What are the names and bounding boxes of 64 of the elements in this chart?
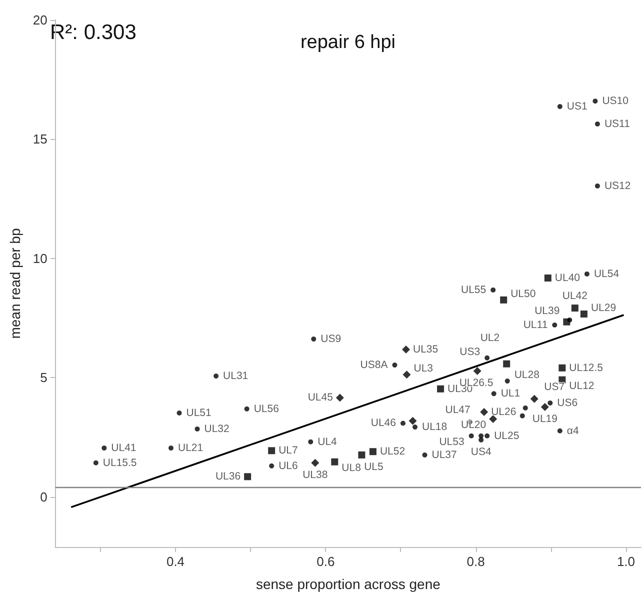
data-label: UL35 <box>412 344 438 356</box>
data-label: UL11 <box>523 318 548 331</box>
data-label: UL55 <box>460 284 486 296</box>
data-label: UL32 <box>204 422 230 435</box>
data-label: UL26 <box>491 406 516 418</box>
x-tick-label: 0.6 <box>316 554 335 569</box>
y-tick-label: 0 <box>40 489 48 504</box>
y-axis-title: mean read per bp <box>7 228 23 339</box>
data-label: UL2 <box>480 332 500 344</box>
data-label: UL31 <box>223 370 248 382</box>
data-label: UL46 <box>370 417 396 430</box>
data-label: US12 <box>604 180 631 192</box>
data-label: UL18 <box>422 421 448 434</box>
data-label: US11 <box>604 118 630 130</box>
data-label: UL1 <box>500 388 520 400</box>
data-label: UL42 <box>562 290 588 302</box>
data-label: UL53 <box>439 436 464 448</box>
data-label: UL8 <box>342 462 362 474</box>
data-label: UL54 <box>594 268 620 280</box>
y-tick-label: 15 <box>32 132 48 147</box>
data-label: UL29 <box>590 302 616 314</box>
data-label: UL51 <box>186 406 212 419</box>
data-label: UL4 <box>318 436 338 448</box>
x-tick-label: 1.0 <box>616 554 636 569</box>
x-tick-label: 0.4 <box>166 554 185 569</box>
data-label: UL15.5 <box>102 456 137 469</box>
x-tick-label: 0.8 <box>466 554 485 569</box>
data-label: UL47 <box>445 404 471 416</box>
data-label: UL36 <box>215 470 241 483</box>
data-label: UL39 <box>534 304 560 317</box>
y-tick-label: 20 <box>32 12 48 28</box>
data-label: US1 <box>566 100 588 113</box>
data-label: US6 <box>557 396 578 409</box>
data-label: UL21 <box>178 442 204 454</box>
data-label: UL50 <box>510 288 536 300</box>
y-tick-label: 10 <box>32 250 48 266</box>
data-label: α4 <box>566 424 579 437</box>
data-label: UL5 <box>364 460 384 473</box>
data-label: US8A <box>360 359 388 372</box>
data-label: UL38 <box>302 468 328 481</box>
data-label: UL3 <box>414 362 434 375</box>
text: repair 6 hpi <box>300 32 396 53</box>
annotation: R²: 0.303 <box>50 21 136 44</box>
data-label: UL12 <box>569 380 594 392</box>
data-label: UL12.5 <box>569 362 604 374</box>
data-label: UL45 <box>308 392 334 404</box>
data-label: UL25 <box>494 430 520 442</box>
data-label: UL41 <box>111 442 136 454</box>
data-label: UL28 <box>514 369 540 382</box>
data-label: UL19 <box>532 412 558 425</box>
data-label: US9 <box>320 333 342 346</box>
data-label: UL37 <box>432 448 458 461</box>
y-tick-label: 5 <box>40 370 48 386</box>
data-label: UL20 <box>460 418 486 431</box>
data-label: UL7 <box>278 444 298 457</box>
data-label: US3 <box>460 346 480 358</box>
data-label: UL40 <box>554 272 580 284</box>
data-label: US7 <box>544 380 565 393</box>
data-label: UL52 <box>380 446 406 458</box>
x-axis-title: sense proportion across gene <box>256 576 441 592</box>
data-label: UL56 <box>254 402 280 415</box>
data-label: US10 <box>602 95 629 108</box>
data-label: UL6 <box>278 460 298 472</box>
data-label: US4 <box>470 446 492 458</box>
